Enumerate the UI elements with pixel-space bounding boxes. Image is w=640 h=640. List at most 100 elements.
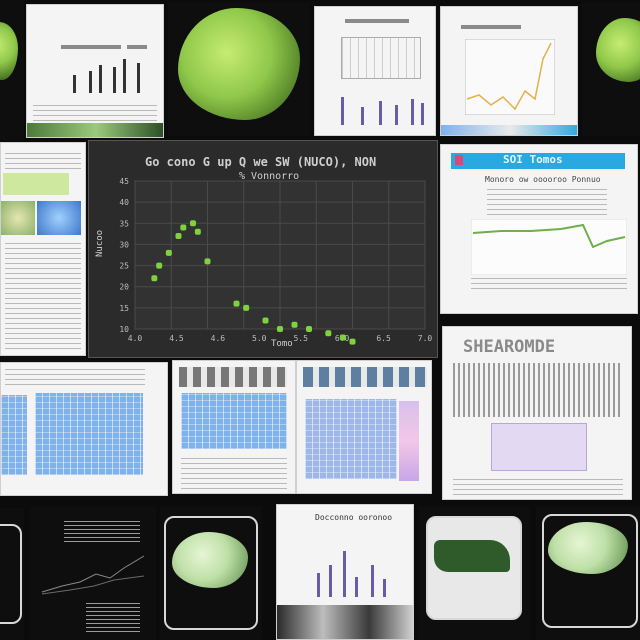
doc-footer-strip — [441, 125, 577, 135]
x-axis-label: Tomo — [271, 339, 293, 349]
doc-banner-icon — [455, 155, 463, 165]
data-point — [151, 275, 158, 282]
thumb-tablet-pale-right[interactable] — [536, 506, 640, 640]
chart-bar — [355, 577, 358, 597]
green-map-image — [434, 540, 510, 572]
chart-bar — [73, 75, 76, 93]
doc-heading: Monoro ow ooooroo Ponnuo — [485, 175, 601, 184]
doc-image-map — [1, 201, 35, 235]
chart-bar — [113, 67, 116, 93]
chart-bar — [329, 565, 332, 597]
chart-title: Go cono G up Q we SW (NUCO), NON — [145, 155, 377, 169]
doc-text-lines — [5, 243, 81, 349]
doc-text-lines — [64, 518, 140, 542]
chart-bar — [421, 103, 424, 125]
x-tick-label: 4.5 — [169, 334, 184, 343]
doc-text-lines — [86, 602, 140, 632]
table-header: SHEAROMDE — [463, 337, 556, 357]
thumb-blue-grid-doc-left[interactable] — [0, 362, 168, 496]
tablet-frame — [542, 514, 638, 628]
doc-text-lines — [487, 189, 607, 215]
data-point — [339, 334, 346, 341]
green-blob-image — [178, 8, 300, 120]
doc-title: Docconno ooronoo — [315, 513, 393, 522]
doc-color-strip — [399, 401, 419, 481]
chart-bar — [341, 97, 344, 125]
x-tick-label: 7.0 — [418, 334, 433, 343]
thumb-table-doc[interactable]: SHEAROMDE — [442, 326, 632, 500]
chart-bar — [137, 63, 140, 93]
axis-tick-labels — [471, 277, 627, 289]
thumb-line-chart-orange[interactable] — [440, 6, 578, 136]
y-tick-label: 35 — [119, 219, 129, 228]
doc-text-lines — [5, 149, 81, 169]
main-scatter-chart[interactable]: Go cono G up Q we SW (NUCO), NON % Vonno… — [88, 140, 438, 358]
table-purple-panel — [491, 423, 587, 471]
blue-grid-panel — [35, 393, 143, 475]
y-tick-label: 45 — [119, 177, 129, 186]
tablet-frame — [426, 516, 522, 620]
data-point — [325, 330, 332, 337]
doc-image-green — [3, 173, 69, 195]
data-point — [233, 300, 240, 307]
tablet-frame — [164, 516, 258, 630]
thumb-bar-chart-doc[interactable] — [26, 4, 164, 138]
thumb-purple-bar-chart[interactable] — [314, 6, 436, 136]
green-blob-image — [596, 18, 640, 82]
thumb-blob-left[interactable] — [0, 0, 24, 140]
y-tick-label: 30 — [119, 240, 129, 249]
thumb-bar-chart-photo[interactable]: Docconno ooronoo — [276, 504, 414, 640]
x-tick-label: 6.5 — [376, 334, 391, 343]
data-point — [165, 249, 172, 256]
data-point — [180, 224, 187, 231]
doc-title-line — [127, 45, 147, 49]
y-tick-label: 10 — [119, 325, 129, 334]
doc-text-lines — [181, 455, 287, 489]
thumb-line-chart-doc[interactable]: SOI Tomos Monoro ow ooooroo Ponnuo — [440, 144, 638, 314]
thumb-blob-right[interactable] — [582, 2, 640, 136]
y-tick-label: 20 — [119, 283, 129, 292]
doc-header-icons — [303, 367, 427, 387]
chart-bar — [317, 573, 320, 597]
doc-title-line — [461, 25, 521, 29]
green-line-chart — [471, 219, 627, 275]
doc-text-lines — [453, 475, 623, 495]
chart-bar — [89, 71, 92, 93]
data-point — [349, 338, 356, 345]
y-tick-label: 40 — [119, 198, 129, 207]
chart-bar — [343, 551, 346, 597]
blue-grid-panel — [1, 395, 27, 475]
y-tick-label: 25 — [119, 262, 129, 271]
thumb-tablet-pale-grid[interactable] — [160, 506, 262, 640]
chart-bar — [361, 107, 364, 125]
chart-bar — [395, 105, 398, 125]
data-point — [243, 304, 250, 311]
chart-bar — [411, 99, 414, 125]
doc-header-icons — [179, 367, 287, 387]
data-point — [306, 326, 312, 332]
tablet-frame — [0, 524, 22, 624]
data-point — [156, 262, 163, 269]
doc-banner-title: SOI Tomos — [503, 153, 563, 166]
doc-image-blue — [37, 201, 81, 235]
x-tick-label: 5.0 — [252, 334, 267, 343]
chart-bar — [383, 579, 386, 597]
chart-grid — [341, 37, 421, 79]
data-point — [204, 258, 211, 265]
thumb-tablet-left[interactable] — [0, 508, 24, 640]
thumb-blue-grid-doc-right[interactable] — [296, 360, 432, 494]
doc-text-lines — [5, 369, 145, 385]
thumb-tablet-green-map[interactable] — [418, 506, 530, 640]
thumb-blue-grid-doc-mid[interactable] — [172, 360, 296, 494]
doc-footer-strip — [27, 123, 163, 137]
pale-grid-blob — [172, 532, 248, 588]
data-point — [194, 228, 201, 235]
thumb-dark-line-doc[interactable] — [30, 506, 156, 640]
blue-grid-panel — [305, 399, 397, 479]
pale-grid-blob — [548, 522, 628, 574]
x-tick-label: 4.0 — [128, 334, 143, 343]
thumb-doc-with-images[interactable] — [0, 142, 86, 356]
chart-bar — [371, 565, 374, 597]
thumb-green-blob[interactable] — [168, 2, 310, 136]
data-point — [291, 321, 298, 328]
